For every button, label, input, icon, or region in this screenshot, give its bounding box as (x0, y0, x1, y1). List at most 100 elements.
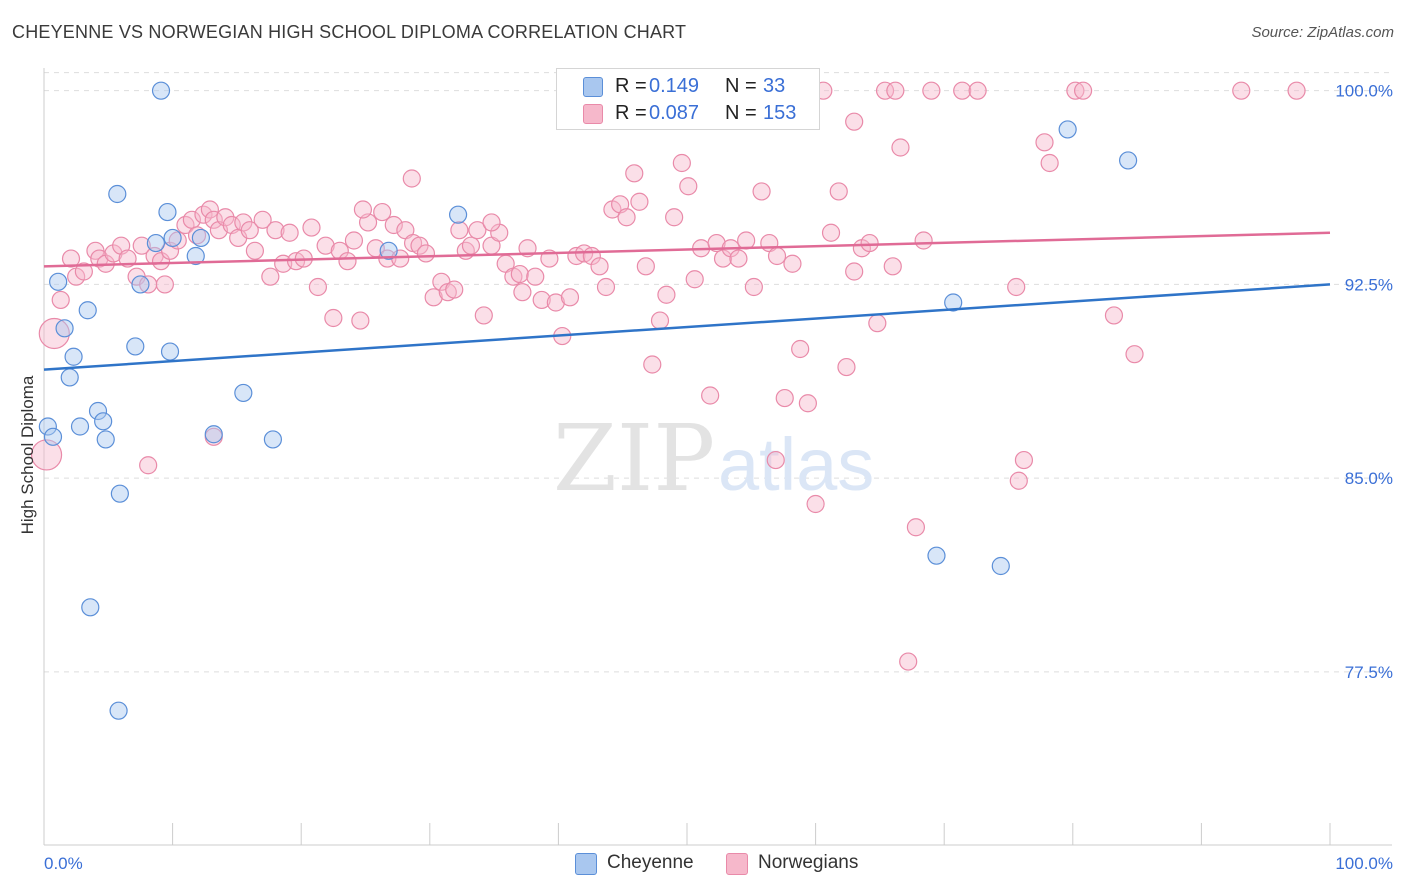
legend-row-cheyenne: R = 0.149 N = 33 (557, 73, 819, 101)
norwegian-point (474, 306, 493, 325)
legend-label-norwegians: Norwegians (758, 852, 859, 873)
norwegian-point (139, 456, 158, 475)
norwegian-point (1073, 81, 1093, 100)
norwegian-point (302, 218, 321, 237)
norwegian-point (245, 241, 265, 260)
y-tick-label: 77.5% (1345, 663, 1393, 682)
cheyenne-point (991, 556, 1010, 576)
norwegian-point (953, 81, 972, 100)
cheyenne-point (49, 272, 68, 291)
watermark-zip: ZIP (553, 405, 715, 512)
norwegian-point (1232, 81, 1251, 100)
norwegian-point (526, 267, 545, 286)
cheyenne-point (88, 401, 108, 421)
norwegian-point (906, 518, 926, 537)
norwegian-point (416, 244, 436, 263)
norwegian-point (729, 249, 748, 268)
legend-label-cheyenne: Cheyenne (607, 852, 694, 873)
legend-n-value: 33 (763, 75, 786, 97)
norwegian-point (200, 200, 219, 219)
norwegian-point (104, 244, 123, 263)
cheyenne-point (146, 233, 165, 253)
cheyenne-point (448, 205, 468, 224)
norwegian-point (701, 386, 720, 405)
series-legend: Cheyenne Norwegians (0, 852, 1406, 878)
watermark-atlas: atlas (718, 423, 874, 506)
norwegian-point (316, 236, 335, 255)
cheyenne-swatch (583, 77, 603, 97)
norwegian-point (450, 221, 469, 240)
trend-lines (43, 231, 1331, 371)
cheyenne-point (108, 184, 127, 204)
norwegian-point (74, 262, 93, 281)
norwegian-point (625, 164, 644, 183)
norwegian-point (353, 200, 373, 219)
norwegian-point (767, 246, 787, 266)
norwegian-point (837, 357, 856, 377)
cheyenne-point (158, 202, 177, 222)
cheyenne-point (60, 368, 79, 387)
cheyenne-point (927, 546, 946, 565)
legend-r-label: R = (615, 75, 647, 97)
cheyenne-point (126, 337, 145, 356)
norwegian-point (737, 231, 756, 250)
cheyenne-point (263, 430, 283, 449)
norwegian-point (445, 280, 464, 299)
legend-n-label: N = (725, 102, 757, 124)
norwegian-point (253, 210, 272, 229)
norwegian-point (280, 223, 299, 242)
norwegian-point (1066, 81, 1085, 100)
norwegian-point (845, 262, 864, 281)
y-axis-label: High School Diploma (18, 375, 37, 535)
norwegian-point (351, 311, 370, 330)
norwegian-point (679, 177, 698, 196)
norwegian-point (1014, 450, 1034, 470)
norwegian-point (151, 252, 171, 271)
norwegian-point (1104, 306, 1124, 325)
norwegian-point (665, 208, 684, 227)
norwegian-point (875, 81, 895, 100)
norwegian-point (1009, 471, 1028, 490)
norwegian-point (868, 314, 887, 333)
norwegian-point (891, 138, 910, 157)
norwegian-point (338, 252, 357, 271)
norwegian-point (783, 254, 802, 273)
cheyenne-point (109, 701, 128, 720)
norwegian-point (650, 311, 670, 330)
norwegian-point (752, 182, 771, 201)
cheyenne-point (81, 598, 100, 617)
norwegian-point (1287, 81, 1306, 100)
norwegian-point (510, 264, 529, 284)
cheyenne-point (204, 425, 223, 444)
norwegian-point (968, 81, 987, 100)
norwegian-point (766, 450, 785, 470)
norwegians-swatch (726, 853, 748, 875)
norwegian-point (384, 215, 403, 235)
norwegian-point (707, 233, 726, 253)
norwegian-point (636, 257, 655, 276)
norwegian-point (821, 223, 841, 242)
cheyenne-point (55, 319, 74, 338)
chart-title: CHEYENNE VS NORWEGIAN HIGH SCHOOL DIPLOM… (12, 22, 687, 42)
norwegian-point (1040, 153, 1059, 173)
norwegian-point (845, 112, 864, 131)
cheyenne-point (160, 342, 180, 361)
norwegian-point (899, 652, 918, 671)
cheyenne-point (379, 241, 398, 260)
norwegian-point (860, 233, 879, 253)
norwegian-point (424, 288, 443, 307)
norwegian-point (30, 439, 63, 471)
x-tick-label: 100.0% (1335, 854, 1393, 873)
norwegian-point (61, 249, 81, 268)
norwegian-point (1007, 277, 1026, 297)
norwegian-point (744, 277, 763, 297)
norwegians-swatch (583, 104, 603, 124)
y-tick-label: 100.0% (1335, 82, 1393, 101)
tick-labels: 77.5% 85.0% 92.5% 100.0% 0.0% 100.0% (44, 82, 1393, 873)
norwegian-point (308, 277, 328, 297)
norwegian-point (798, 394, 817, 413)
norwegian-point (914, 231, 933, 250)
norwegian-point (468, 221, 487, 240)
norwegian-point (630, 192, 649, 211)
